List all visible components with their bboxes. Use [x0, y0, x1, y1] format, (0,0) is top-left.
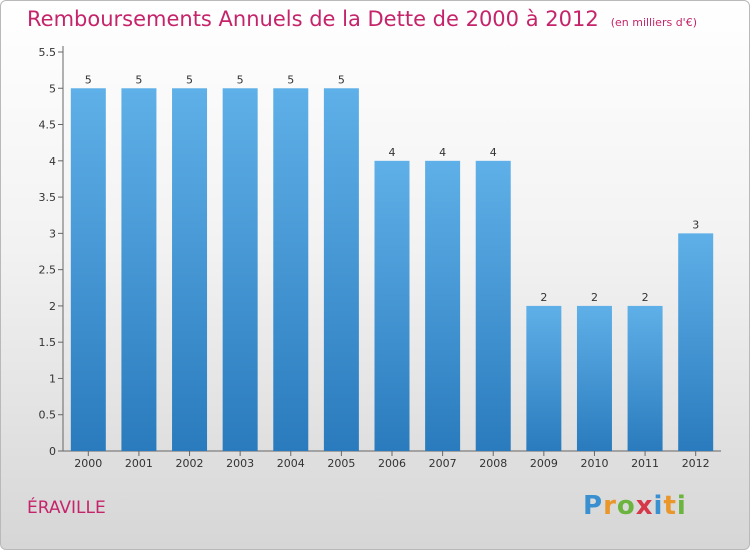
bar	[70, 88, 106, 451]
x-tick-label: 2008	[479, 457, 507, 470]
bar	[425, 160, 461, 451]
y-tick-label: 3.5	[39, 191, 57, 204]
logo-letter: i	[676, 491, 687, 521]
x-tick-label: 2003	[226, 457, 254, 470]
x-tick-label: 2009	[530, 457, 558, 470]
bar	[273, 88, 309, 451]
data-label: 4	[490, 146, 497, 159]
chart-unit: (en milliers d'€)	[610, 16, 697, 29]
y-tick-label: 1.5	[39, 336, 57, 349]
data-label: 5	[135, 73, 142, 86]
x-tick-label: 2010	[580, 457, 608, 470]
x-tick-label: 2005	[327, 457, 355, 470]
commune-name: ÉRAVILLE	[27, 498, 106, 518]
logo-letter: P	[583, 491, 604, 521]
logo-letter: t	[663, 491, 677, 521]
chart-title: Remboursements Annuels de la Dette de 20…	[27, 7, 697, 31]
data-label: 5	[338, 73, 345, 86]
data-label: 4	[389, 146, 396, 159]
bar	[222, 88, 258, 451]
bar	[627, 305, 663, 451]
y-tick-label: 5.5	[39, 46, 57, 59]
logo-letter: o	[616, 491, 636, 521]
logo-letter: i	[653, 491, 664, 521]
data-label: 2	[642, 291, 649, 304]
bar	[678, 233, 714, 451]
chart-title-text: Remboursements Annuels de la Dette de 20…	[27, 7, 599, 31]
bar	[475, 160, 511, 451]
bar	[374, 160, 410, 451]
data-label: 2	[591, 291, 598, 304]
y-tick-label: 4.5	[39, 119, 57, 132]
data-label: 5	[287, 73, 294, 86]
bar	[323, 88, 359, 451]
data-label: 5	[85, 73, 92, 86]
data-label: 4	[439, 146, 446, 159]
x-tick-label: 2007	[429, 457, 457, 470]
y-tick-label: 0.5	[39, 409, 57, 422]
bar	[576, 305, 612, 451]
x-tick-label: 2004	[277, 457, 305, 470]
y-tick-label: 4	[49, 155, 56, 168]
x-tick-label: 2011	[631, 457, 659, 470]
x-tick-label: 2001	[125, 457, 153, 470]
logo-letter: r	[603, 491, 617, 521]
logo-letter: x	[635, 491, 654, 521]
x-tick-label: 2000	[74, 457, 102, 470]
bar	[121, 88, 157, 451]
y-tick-label: 2.5	[39, 264, 57, 277]
bar	[526, 305, 562, 451]
y-tick-label: 5	[49, 82, 56, 95]
y-tick-label: 2	[49, 300, 56, 313]
x-tick-label: 2002	[176, 457, 204, 470]
x-tick-label: 2006	[378, 457, 406, 470]
data-label: 5	[186, 73, 193, 86]
y-tick-label: 3	[49, 227, 56, 240]
data-label: 3	[692, 218, 699, 231]
data-label: 2	[540, 291, 547, 304]
y-tick-label: 1	[49, 372, 56, 385]
y-tick-label: 0	[49, 445, 56, 458]
x-tick-label: 2012	[682, 457, 710, 470]
proxiti-logo[interactable]: Proxiti	[583, 491, 687, 521]
data-label: 5	[237, 73, 244, 86]
bar	[172, 88, 208, 451]
